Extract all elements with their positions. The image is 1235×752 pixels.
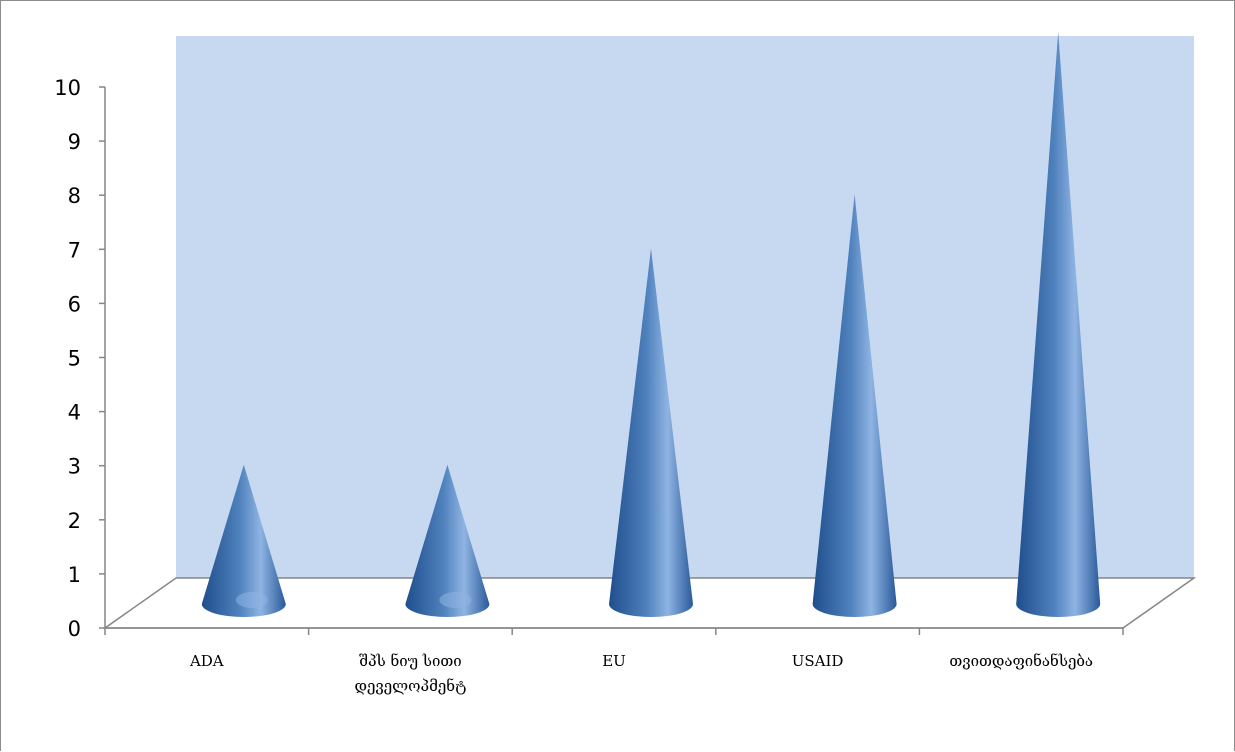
cone-bar [812,194,897,618]
cone-body [609,248,693,617]
cone-bar [201,464,286,617]
y-tick-label: 3 [68,455,81,479]
y-tick-label: 7 [68,238,81,262]
cone-body [405,464,490,617]
cone-bar [1016,32,1101,617]
y-tick-label: 4 [68,401,81,425]
y-tick-label: 2 [68,509,81,533]
back-wall [176,36,1194,578]
y-tick-label: 5 [68,347,81,371]
y-tick-label: 1 [68,563,81,587]
cone-highlight [235,592,268,608]
y-tick-label: 8 [68,184,81,208]
cone-body [812,194,897,618]
x-category-label: EU [602,652,626,670]
x-category-label: USAID [792,652,844,670]
cone-bar [405,464,490,617]
cone-body [1016,32,1101,617]
cone-highlight [439,592,472,608]
x-category-label: თვითდაფინანსება [949,652,1093,670]
y-tick-label: 0 [68,617,81,641]
y-tick-label: 9 [68,130,81,154]
cone-bar [609,248,693,617]
x-category-label: შპს ნიუ სითი დეველოპმენტ [354,652,466,695]
y-tick-label: 6 [68,292,81,316]
x-category-label: ADA [189,652,224,670]
cone-body [201,464,286,617]
y-tick-label: 10 [54,76,81,100]
